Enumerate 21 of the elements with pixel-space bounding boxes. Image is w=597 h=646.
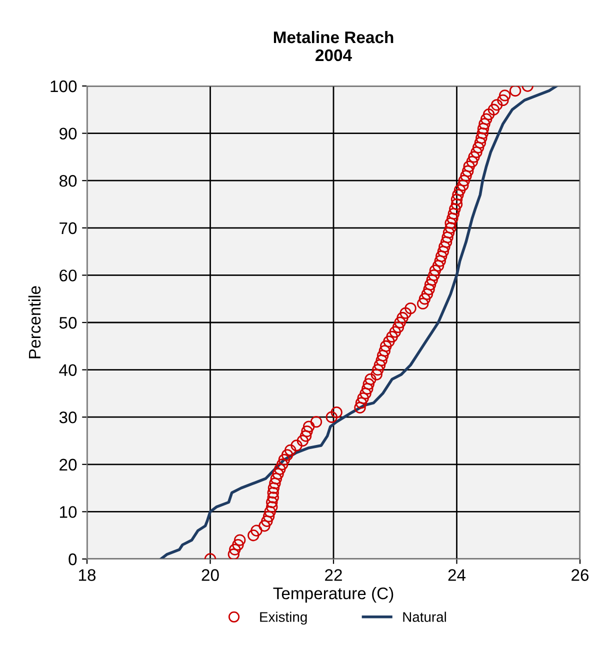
legend-label: Existing bbox=[260, 612, 307, 625]
y-tick-label: 30 bbox=[59, 412, 77, 424]
y-axis-title: Percentile bbox=[28, 286, 41, 358]
legend-label: Natural bbox=[403, 612, 446, 622]
y-tick-label: 70 bbox=[60, 222, 77, 234]
chart-title: Metaline Reach 2004 bbox=[274, 30, 394, 62]
x-tick-label: 22 bbox=[325, 569, 342, 581]
x-tick-label: 18 bbox=[79, 569, 96, 581]
y-tick-label: 10 bbox=[60, 506, 77, 518]
y-tick-label: 60 bbox=[60, 270, 77, 282]
y-tick-label: 100 bbox=[50, 80, 77, 92]
x-axis-title: Temperature (C) bbox=[273, 587, 394, 603]
y-tick-label: 90 bbox=[60, 128, 77, 140]
x-tick-label: 26 bbox=[572, 569, 589, 581]
y-tick-label: 0 bbox=[68, 553, 77, 566]
y-tick-label: 80 bbox=[59, 175, 77, 187]
y-tick-label: 40 bbox=[59, 364, 77, 376]
y-tick-label: 50 bbox=[59, 316, 77, 329]
x-tick-label: 24 bbox=[448, 569, 466, 581]
x-tick-label: 20 bbox=[202, 569, 219, 581]
y-tick-label: 20 bbox=[60, 458, 77, 471]
